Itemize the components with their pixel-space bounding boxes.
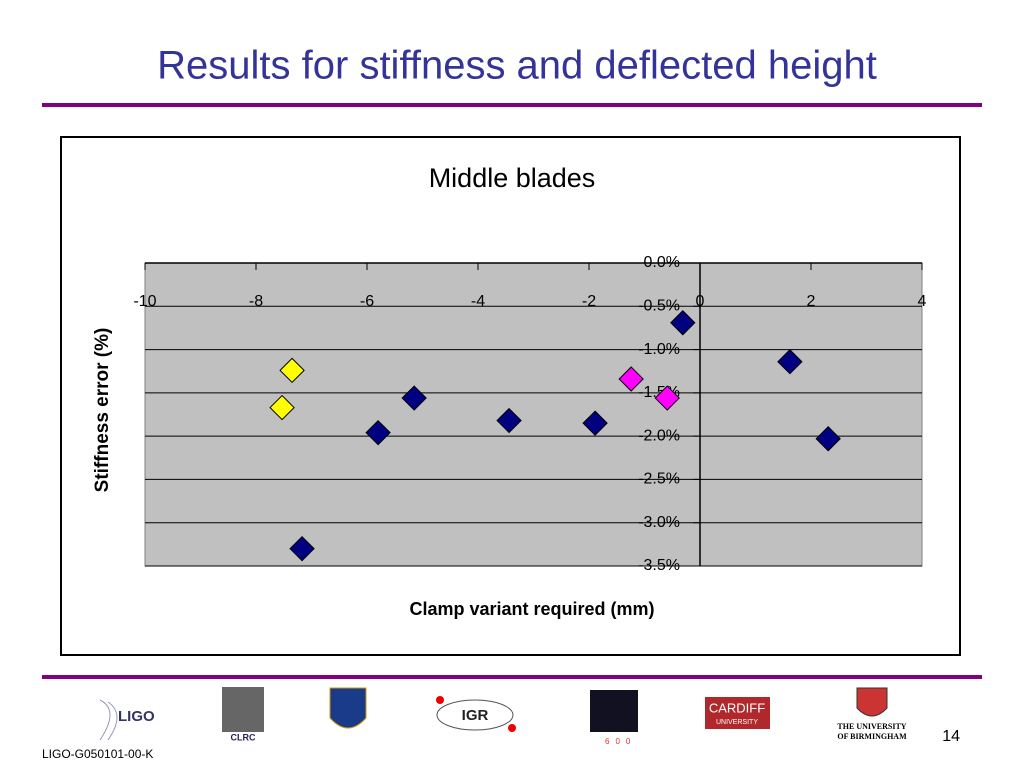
footer-rule [42, 675, 982, 679]
logo-text: LIGO [118, 708, 155, 725]
logo-text: IGR [462, 707, 489, 724]
ligo-mark [99, 699, 118, 741]
x-tick-label: -8 [249, 293, 263, 310]
plot-area [144, 262, 923, 567]
logo-text: CARDIFF [709, 700, 765, 715]
geo-mark [590, 690, 638, 732]
x-tick-label: -10 [133, 293, 156, 310]
point [365, 419, 391, 446]
point [654, 385, 680, 411]
page-number: 14 [942, 728, 960, 745]
point [289, 535, 315, 562]
y-tick-label: -0.5% [638, 298, 680, 315]
x-tick-label: -4 [471, 293, 485, 310]
chart-title: Middle blades [429, 163, 596, 193]
crest [856, 687, 888, 717]
cardiff-mark [705, 697, 770, 729]
dot [508, 724, 516, 732]
point [496, 407, 522, 434]
point [777, 348, 803, 375]
igr-mark [436, 699, 514, 731]
footer-text: LIGO-G050101-00-K [42, 747, 153, 761]
clrc-mark [222, 687, 264, 732]
logo-text: OF BIRMINGHAM [837, 732, 907, 741]
dot [436, 696, 444, 704]
point [582, 410, 608, 436]
x-tick-label: -2 [582, 293, 596, 310]
point [279, 357, 305, 384]
x-tick-label: 4 [918, 293, 927, 310]
x-tick-label: 2 [807, 293, 816, 310]
slide-title: Results for stiffness and deflected heig… [157, 44, 877, 88]
logo-text: UNIVERSITY [716, 719, 758, 726]
point [618, 366, 644, 392]
y-tick-label: -2.0% [638, 427, 680, 444]
logo-text: 600 [605, 737, 636, 746]
y-tick-label: -3.5% [638, 557, 680, 574]
point [670, 310, 696, 336]
x-tick-label: -6 [360, 293, 374, 310]
point [815, 426, 841, 452]
x-tick-label: 0 [696, 293, 705, 310]
y-tick-label: -3.0% [638, 514, 680, 531]
logo-text: CLRC [231, 732, 256, 742]
crest [329, 687, 367, 729]
logo-text: THE UNIVERSITY [837, 722, 906, 731]
y-tick-label: -1.0% [638, 341, 680, 358]
y-tick-label: -2.5% [638, 471, 680, 488]
logos: LIGO CLRC IGR 600 CARDIFF UNIVERSITY THE… [99, 687, 907, 746]
title-rule [42, 103, 982, 107]
y-axis-title: Stiffness error (%) [92, 328, 113, 493]
x-axis-title: Clamp variant required (mm) [409, 599, 654, 619]
point [269, 394, 295, 421]
point [401, 385, 427, 411]
